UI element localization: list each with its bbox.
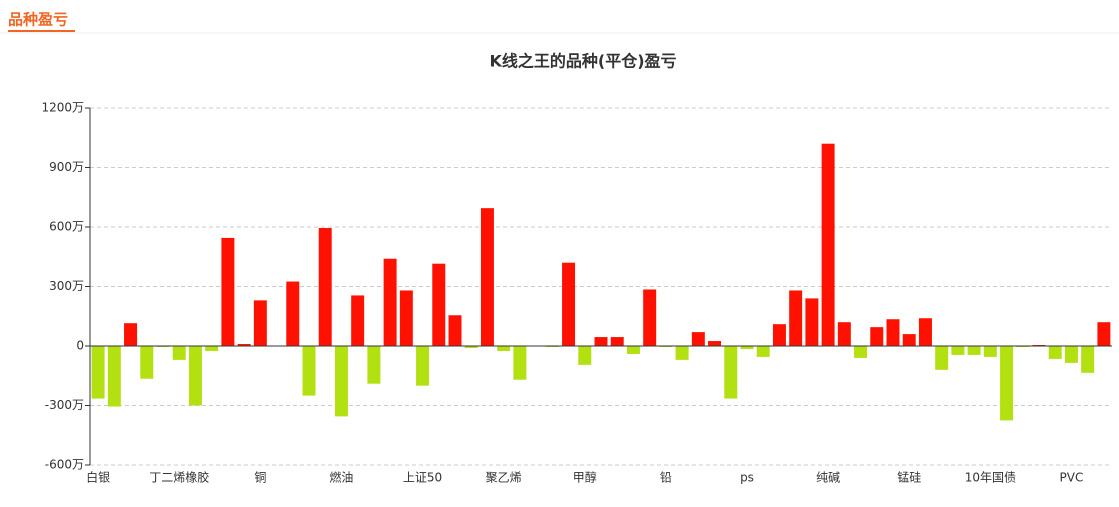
x-tick-label: ps	[740, 471, 754, 485]
x-tick-label: 丁二烯橡胶	[149, 470, 209, 485]
bar	[935, 346, 949, 370]
bar	[708, 341, 722, 346]
x-tick-label: 白银	[86, 470, 110, 485]
x-tick-label: 上证50	[403, 471, 442, 485]
bar	[1048, 346, 1062, 359]
bar	[967, 346, 981, 355]
bar	[805, 298, 819, 346]
bar	[854, 346, 868, 358]
bar	[124, 323, 138, 346]
bar	[237, 344, 251, 346]
bar	[286, 281, 300, 346]
bar	[205, 346, 219, 351]
bar	[1097, 322, 1111, 346]
x-tick-label: 锰硅	[897, 470, 921, 485]
x-tick-label: 甲醇	[573, 470, 597, 485]
chart-title: K线之王的品种(平仓)盈亏	[489, 52, 676, 71]
bar	[399, 290, 413, 346]
bar	[756, 346, 770, 357]
y-tick-label: 300万	[49, 279, 84, 293]
bar	[886, 319, 900, 346]
y-tick-label: -300万	[45, 398, 84, 412]
bar	[416, 346, 430, 386]
bar	[724, 346, 738, 399]
bar	[691, 332, 705, 346]
bar	[772, 324, 786, 346]
y-tick-label: 0	[76, 339, 84, 353]
y-tick-label: 600万	[49, 220, 84, 234]
bar	[318, 227, 332, 346]
bar	[140, 346, 154, 379]
bar	[594, 337, 608, 346]
bar	[367, 346, 381, 384]
bar	[107, 346, 121, 407]
bar	[918, 318, 932, 346]
y-tick-label: -600万	[45, 458, 84, 472]
bar	[821, 143, 835, 346]
bar	[740, 346, 754, 349]
bar	[351, 295, 365, 346]
bar	[302, 346, 316, 396]
bar	[188, 346, 202, 406]
bar	[497, 346, 511, 351]
bar	[837, 322, 851, 346]
bar	[1000, 346, 1014, 421]
bar	[643, 289, 657, 346]
bar	[578, 346, 592, 365]
bar	[1064, 346, 1078, 363]
bar	[951, 346, 965, 355]
bar	[253, 300, 267, 346]
bar	[448, 315, 462, 346]
x-tick-label: PVC	[1060, 471, 1084, 485]
bar	[789, 290, 803, 346]
x-tick-label: 纯碱	[816, 471, 840, 485]
bar	[1081, 346, 1095, 373]
x-tick-label: 铜	[254, 470, 266, 485]
bar	[513, 346, 527, 380]
bar	[610, 337, 624, 346]
bar	[221, 237, 235, 346]
y-tick-label: 900万	[49, 160, 84, 174]
bar	[983, 346, 997, 357]
bar	[464, 346, 478, 348]
bar	[383, 258, 397, 346]
header-title: 品种盈亏	[8, 11, 68, 29]
bar	[562, 262, 576, 346]
x-tick-label: 铅	[660, 471, 672, 485]
x-tick-label: 10年国债	[965, 471, 1016, 485]
bar	[902, 334, 916, 346]
bar	[870, 327, 884, 346]
bar	[334, 346, 348, 417]
x-tick-label: 聚乙烯	[486, 471, 522, 485]
bar	[172, 346, 186, 360]
bar	[91, 346, 105, 399]
bar	[432, 263, 446, 346]
y-tick-label: 1200万	[41, 101, 84, 115]
x-tick-label: 燃油	[329, 470, 353, 485]
bar	[480, 208, 494, 346]
bar	[675, 346, 689, 360]
bar	[626, 346, 640, 354]
